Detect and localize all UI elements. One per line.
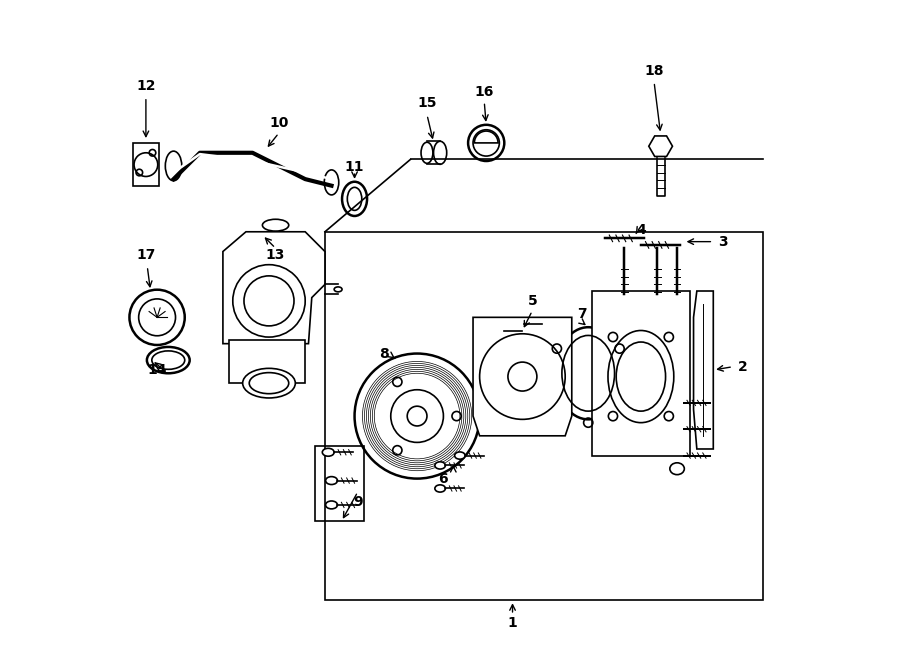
Text: 13: 13 xyxy=(266,248,285,262)
Ellipse shape xyxy=(434,141,446,165)
Circle shape xyxy=(130,290,184,345)
Circle shape xyxy=(480,334,565,419)
Text: 12: 12 xyxy=(136,79,156,93)
Circle shape xyxy=(355,354,480,479)
Ellipse shape xyxy=(421,142,433,163)
Ellipse shape xyxy=(555,327,621,419)
Text: 2: 2 xyxy=(738,360,748,373)
Ellipse shape xyxy=(324,170,338,195)
Bar xyxy=(230,340,305,383)
Ellipse shape xyxy=(166,151,182,180)
Bar xyxy=(132,143,159,186)
Ellipse shape xyxy=(468,125,504,161)
Text: 7: 7 xyxy=(577,307,587,321)
Bar xyxy=(591,291,690,455)
Ellipse shape xyxy=(326,477,338,485)
Text: 18: 18 xyxy=(644,63,664,77)
Text: 8: 8 xyxy=(379,346,389,360)
Ellipse shape xyxy=(342,182,367,216)
Text: 6: 6 xyxy=(438,471,448,486)
Ellipse shape xyxy=(435,485,446,492)
Ellipse shape xyxy=(514,320,524,328)
Text: 16: 16 xyxy=(474,85,494,99)
Ellipse shape xyxy=(670,463,684,475)
Bar xyxy=(325,232,762,600)
Text: 17: 17 xyxy=(136,248,156,262)
Bar xyxy=(315,446,365,522)
Ellipse shape xyxy=(454,452,465,459)
Polygon shape xyxy=(223,232,325,344)
Polygon shape xyxy=(473,317,572,436)
Ellipse shape xyxy=(326,501,338,509)
Text: 1: 1 xyxy=(508,617,518,631)
Ellipse shape xyxy=(494,327,504,334)
Ellipse shape xyxy=(147,347,190,373)
Ellipse shape xyxy=(322,448,334,456)
Text: 5: 5 xyxy=(527,294,537,308)
Text: 10: 10 xyxy=(269,116,289,130)
Text: 9: 9 xyxy=(353,494,363,508)
Polygon shape xyxy=(694,291,714,449)
Text: 3: 3 xyxy=(718,235,728,249)
Text: 15: 15 xyxy=(418,97,436,110)
Text: 4: 4 xyxy=(636,223,646,237)
Ellipse shape xyxy=(435,462,446,469)
Text: 11: 11 xyxy=(345,160,364,175)
Bar xyxy=(473,317,572,436)
Ellipse shape xyxy=(243,368,295,398)
Text: 14: 14 xyxy=(148,363,166,377)
